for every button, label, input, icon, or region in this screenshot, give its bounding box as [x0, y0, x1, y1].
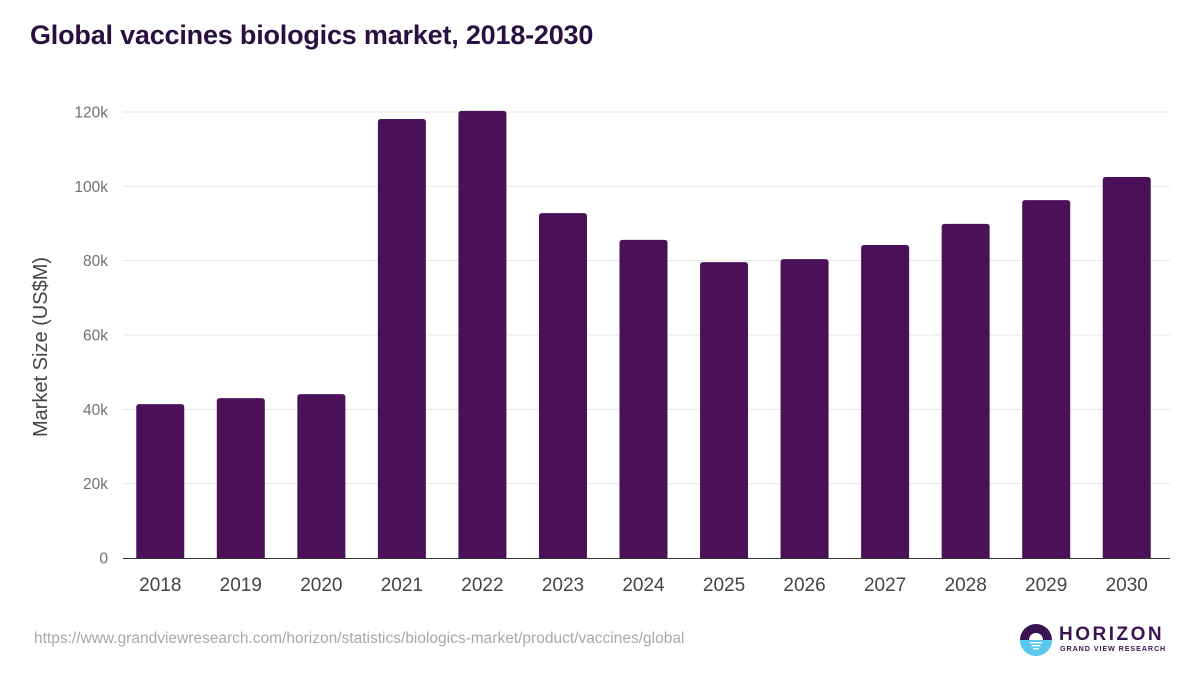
x-tick-label: 2019 [220, 575, 262, 596]
y-tick-label: 80k [83, 253, 108, 270]
y-tick-label: 120k [74, 105, 108, 122]
bar-2025[interactable] [700, 262, 749, 558]
x-tick-label: 2027 [864, 575, 906, 596]
y-tick-label: 20k [83, 476, 108, 493]
bar-2029[interactable] [1022, 200, 1071, 558]
horizon-sun-icon [1020, 624, 1052, 656]
x-tick-label: 2028 [945, 575, 987, 596]
bar-2020[interactable] [297, 394, 346, 558]
x-tick-label: 2022 [461, 575, 503, 596]
x-tick-label: 2025 [703, 575, 745, 596]
y-tick-label: 100k [74, 179, 108, 196]
x-tick-label: 2021 [381, 575, 423, 596]
x-tick-label: 2030 [1106, 575, 1148, 596]
bar-2018[interactable] [136, 404, 185, 558]
x-tick-label: 2018 [139, 575, 181, 596]
logo-subtitle: GRAND VIEW RESEARCH [1060, 644, 1167, 653]
bar-2023[interactable] [538, 213, 587, 559]
x-tick-label: 2024 [622, 575, 665, 596]
bar-2027[interactable] [861, 245, 910, 558]
bar-2026[interactable] [780, 259, 829, 558]
source-url[interactable]: https://www.grandviewresearch.com/horizo… [34, 630, 685, 647]
y-tick-label: 40k [83, 402, 108, 419]
y-tick-label: 60k [83, 328, 108, 345]
x-tick-label: 2029 [1025, 575, 1067, 596]
x-tick-label: 2023 [542, 575, 584, 596]
bar-2024[interactable] [619, 239, 668, 558]
bar-2030[interactable] [1102, 177, 1151, 558]
logo-wordmark: HORIZON [1059, 624, 1165, 645]
bar-2019[interactable] [216, 398, 265, 558]
bar-2028[interactable] [941, 223, 990, 558]
bars [136, 110, 1151, 559]
x-tick-label: 2026 [783, 575, 825, 596]
x-tick-labels: 2018 2019 2020 2021 2022 2023 2024 2025 2026 2027… [139, 575, 1148, 596]
x-tick-label: 2020 [300, 575, 342, 596]
y-tick-labels: 0 20k 40k 60k 80k 100k 120k [74, 105, 108, 568]
horizon-logo: HORIZON GRAND VIEW RESEARCH [1019, 622, 1165, 658]
chart-title: Global vaccines biologics market, 2018-2… [30, 20, 594, 50]
bar-2021[interactable] [377, 119, 426, 558]
y-axis-label: Market Size (US$M) [30, 257, 52, 437]
y-tick-label: 0 [99, 551, 108, 568]
bar-2022[interactable] [458, 110, 507, 558]
